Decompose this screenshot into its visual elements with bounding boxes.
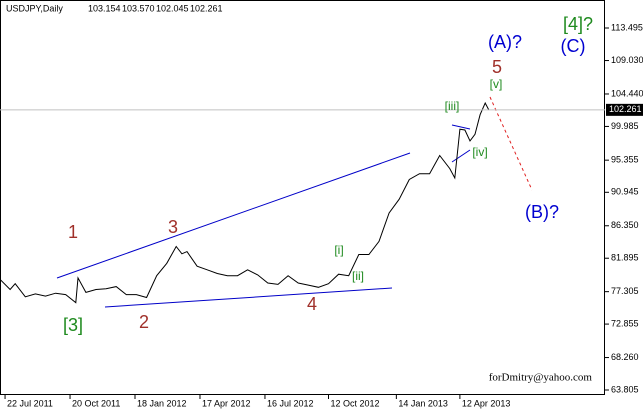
watermark: forDmitry@yahoo.com	[489, 372, 593, 384]
projection-line	[489, 96, 533, 191]
wave-label: 3	[168, 217, 178, 237]
wave-label: (A)?	[488, 32, 522, 52]
wave-label: [i]	[334, 243, 343, 257]
last-price-label: 102.261	[609, 104, 642, 114]
x-tick-label: 12 Oct 2012	[330, 398, 379, 408]
y-tick-label: 86.350	[611, 220, 639, 230]
y-tick-label: 68.260	[611, 352, 639, 362]
trend-line	[56, 152, 411, 279]
y-tick-label: 77.305	[611, 286, 639, 296]
y-tick-label: 109.030	[611, 55, 643, 65]
wave-label: [ii]	[352, 269, 364, 283]
wave-label: (B)?	[525, 202, 559, 222]
wave-label: (C)	[561, 36, 586, 56]
y-tick-label: 63.805	[611, 384, 639, 394]
wave-label: 2	[139, 312, 149, 332]
x-tick-label: 22 Jul 2011	[7, 398, 53, 408]
plot-frame	[0, 0, 605, 395]
trend-line	[451, 124, 471, 130]
y-tick-label: 95.355	[611, 155, 639, 165]
last-price-box	[606, 103, 643, 116]
ohlc-high: 103.570	[122, 3, 155, 13]
trend-line	[451, 149, 471, 163]
y-tick-label: 72.855	[611, 318, 639, 328]
y-tick-label: 99.985	[611, 121, 639, 131]
wave-label: 4	[307, 294, 317, 314]
x-tick-label: 18 Jan 2012	[137, 398, 187, 408]
trend-line	[104, 287, 393, 308]
wave-label: [3]	[63, 315, 83, 335]
x-tick-label: 16 Jul 2012	[267, 398, 314, 408]
x-tick-label: 14 Jan 2013	[398, 398, 448, 408]
x-tick-label: 20 Oct 2011	[72, 398, 120, 408]
wave-label: [v]	[490, 77, 503, 91]
wave-label: [4]?	[563, 14, 593, 34]
wave-label: [iv]	[472, 145, 487, 159]
y-tick-label: 104.440	[611, 88, 643, 98]
y-tick-label: 90.945	[611, 187, 639, 197]
symbol: USDJPY,Daily	[6, 3, 63, 13]
x-tick-label: 12 Apr 2013	[462, 398, 511, 408]
price-line	[0, 101, 490, 304]
x-tick-label: 17 Apr 2012	[202, 398, 251, 408]
ohlc-low: 102.045	[156, 3, 189, 13]
wave-label: 5	[492, 57, 502, 77]
ohlc-open: 103.154	[88, 3, 121, 13]
wave-label: [iii]	[445, 99, 460, 113]
wave-label: 1	[68, 222, 78, 242]
y-tick-label: 81.895	[611, 253, 639, 263]
ohlc-close: 102.261	[190, 3, 223, 13]
y-tick-label: 113.495	[611, 22, 643, 32]
